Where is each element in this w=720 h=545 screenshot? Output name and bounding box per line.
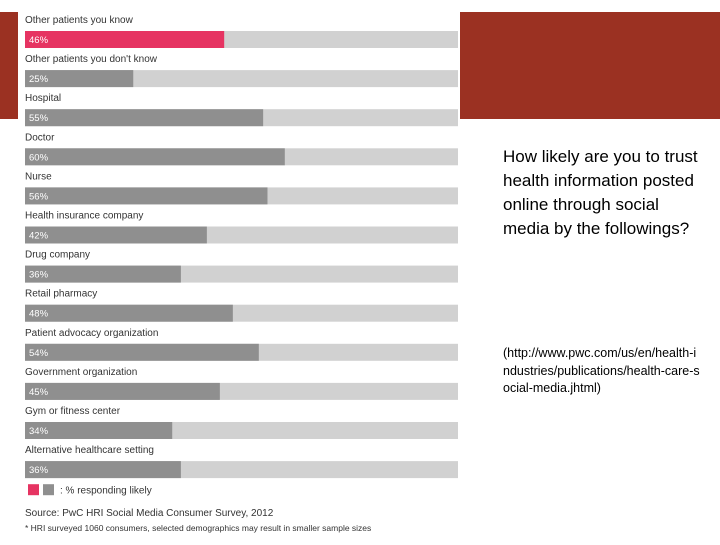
bar-1: [25, 31, 225, 48]
question-block: How likely are you to trust health infor…: [503, 145, 703, 241]
value-label: 25%: [29, 74, 49, 85]
category-label: Other patients you know: [25, 15, 134, 26]
value-label: 36%: [29, 465, 49, 476]
source-url: (http://www.pwc.com/us/en/health-industr…: [503, 346, 700, 395]
category-label: Gym or fitness center: [25, 406, 121, 417]
chart-panel: Other patients you know 46% Other patients…: [18, 12, 460, 540]
value-label: 48%: [29, 309, 49, 320]
trust-bar-chart: Other patients you know 46% Other patients…: [25, 15, 458, 533]
category-label: Drug company: [25, 250, 90, 261]
value-label: 45%: [29, 387, 49, 398]
bar-10: [25, 382, 220, 400]
value-label: 36%: [29, 270, 49, 281]
category-label: Nurse: [25, 171, 52, 182]
bar-7: [25, 265, 181, 283]
slide-question: How likely are you to trust health infor…: [503, 147, 698, 238]
category-label: Hospital: [25, 93, 61, 104]
category-label: Government organization: [25, 367, 137, 378]
category-label: Retail pharmacy: [25, 289, 97, 300]
bar-5: [25, 187, 268, 205]
category-label: Patient advocacy organization: [25, 328, 158, 339]
value-label: 34%: [29, 426, 49, 437]
bar-8: [25, 304, 233, 322]
value-label: 55%: [29, 113, 49, 124]
bar-12: [25, 461, 181, 479]
value-label: 42%: [29, 231, 49, 242]
legend-label: : % responding likely: [60, 486, 152, 497]
legend-swatch-highlight: [28, 484, 39, 496]
footnote: * HRI surveyed 1060 consumers, selected …: [25, 523, 371, 533]
legend-swatch-bar: [43, 484, 54, 496]
bar-3: [25, 109, 264, 127]
value-label: 56%: [29, 191, 49, 202]
category-label: Other patients you don't know: [25, 54, 158, 65]
category-label: Doctor: [25, 132, 55, 143]
bar-2: [25, 70, 134, 88]
value-label: 46%: [29, 35, 49, 46]
value-label: 60%: [29, 152, 49, 163]
source-note: Source: PwC HRI Social Media Consumer Su…: [25, 508, 274, 519]
bar-6: [25, 226, 207, 244]
value-label: 54%: [29, 348, 49, 359]
bar-9: [25, 343, 259, 361]
bar-11: [25, 422, 173, 439]
category-label: Alternative healthcare setting: [25, 445, 154, 456]
category-label: Health insurance company: [25, 211, 143, 222]
bar-4: [25, 148, 285, 166]
